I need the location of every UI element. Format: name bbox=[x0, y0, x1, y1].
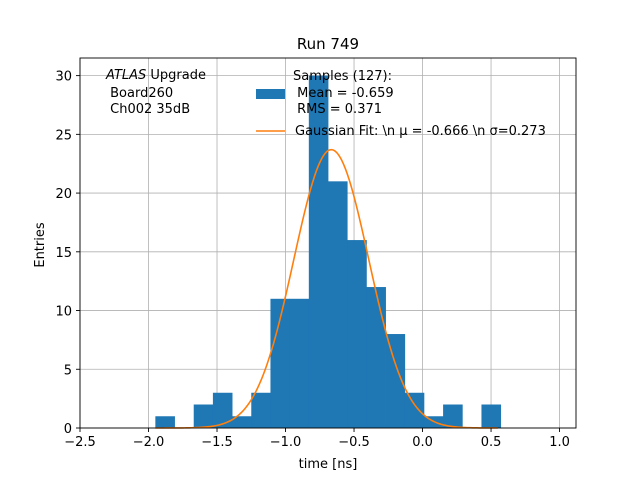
y-tick-label: 30 bbox=[55, 70, 72, 85]
gaussian-fit-curve bbox=[155, 148, 498, 429]
histogram-bar bbox=[270, 298, 291, 428]
y-axis-label: Entries bbox=[33, 222, 48, 268]
chart-title: Run 749 bbox=[297, 35, 359, 53]
x-tick-label: −2.0 bbox=[133, 435, 165, 450]
axes-frame bbox=[79, 57, 577, 429]
y-tick-label: 10 bbox=[55, 305, 72, 320]
x-tick-label: 0.0 bbox=[412, 435, 433, 450]
y-tick-label: 15 bbox=[55, 246, 72, 261]
histogram-bar bbox=[481, 404, 502, 428]
histogram-bar bbox=[289, 298, 310, 428]
histogram-bars bbox=[155, 75, 502, 428]
histogram-bar bbox=[308, 75, 329, 428]
legend-histogram-line-3: RMS = 0.371 bbox=[293, 102, 382, 117]
legend: Samples (127): Mean = -0.659 RMS = 0.371… bbox=[256, 69, 546, 139]
x-tick-label: −0.5 bbox=[338, 435, 370, 450]
annotation-line-2: Board260 bbox=[106, 86, 173, 101]
y-tick-label: 0 bbox=[64, 422, 72, 437]
annotation-line-1: ATLAS Upgrade bbox=[105, 68, 206, 83]
x-tick-label: −1.5 bbox=[201, 435, 233, 450]
axis-ticks: −2.5 −2.0 −1.5 −1.0 −0.5 0.0 0.5 1.0 0 5 10 15 20 25 3… bbox=[55, 70, 569, 450]
legend-histogram-line-2: Mean = -0.659 bbox=[293, 86, 394, 101]
legend-histogram-line-1: Samples (127): bbox=[293, 69, 392, 84]
y-tick-label: 20 bbox=[55, 187, 72, 202]
histogram-bar bbox=[232, 416, 252, 428]
histogram-bar bbox=[155, 416, 175, 428]
y-tick-label: 25 bbox=[55, 128, 72, 143]
annotation: ATLAS Upgrade Board260 Ch002 35dB bbox=[105, 68, 206, 117]
legend-swatch-histogram bbox=[256, 89, 285, 99]
x-tick-label: −1.0 bbox=[270, 435, 302, 450]
histogram-bar bbox=[328, 181, 348, 428]
histogram-bar bbox=[193, 404, 214, 428]
annotation-line-3: Ch002 35dB bbox=[106, 102, 190, 117]
x-tick-label: 0.5 bbox=[481, 435, 502, 450]
histogram-bar bbox=[385, 334, 406, 428]
histogram-bar bbox=[366, 287, 386, 428]
histogram-bar bbox=[251, 392, 271, 428]
x-axis-label: time [ns] bbox=[299, 457, 358, 472]
legend-fit-label: Gaussian Fit: \n μ = -0.666 \n σ=0.273 bbox=[295, 124, 546, 139]
histogram-bar bbox=[347, 240, 367, 428]
x-tick-label: 1.0 bbox=[549, 435, 570, 450]
histogram-bar bbox=[212, 392, 233, 428]
y-tick-label: 5 bbox=[64, 363, 72, 378]
histogram-bar bbox=[443, 404, 463, 428]
x-tick-label: −2.5 bbox=[64, 435, 96, 450]
histogram-bar bbox=[404, 392, 425, 428]
